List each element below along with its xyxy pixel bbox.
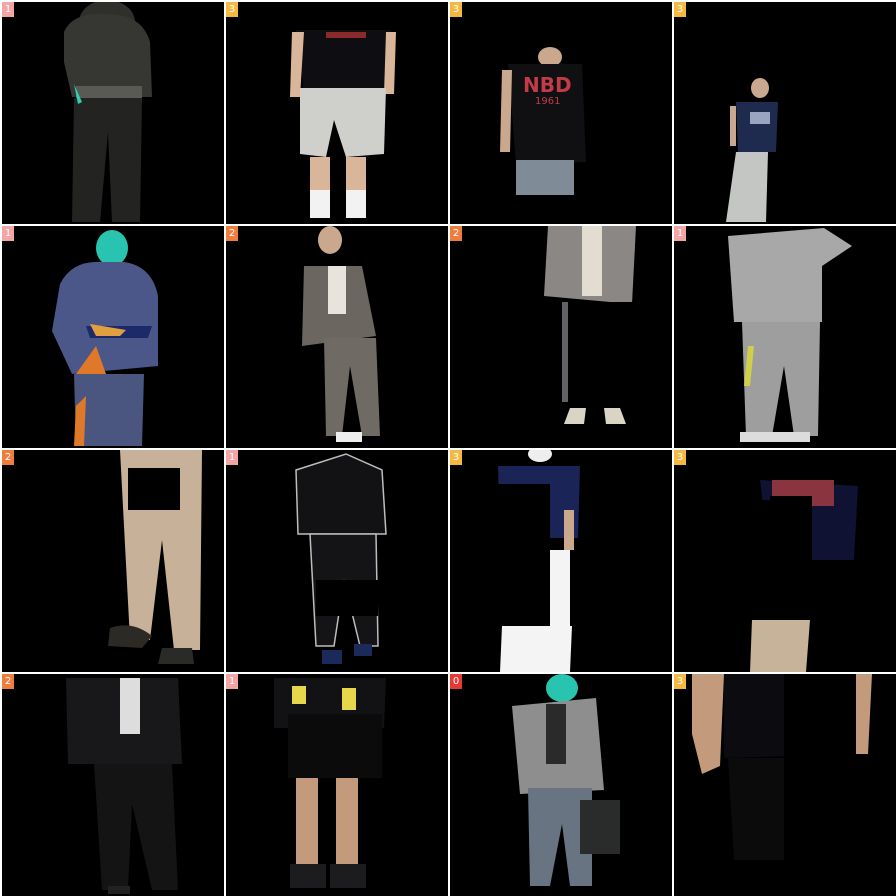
score-badge: 3 <box>450 450 462 465</box>
grid-tile-9[interactable]: 2 <box>2 450 224 672</box>
score-badge: 3 <box>674 2 686 17</box>
grid-tile-11[interactable]: 3 <box>450 450 672 672</box>
person-photo <box>512 674 620 886</box>
grid-tile-7[interactable]: 2 <box>450 226 672 448</box>
person-photo <box>52 230 158 446</box>
person-photo <box>64 2 152 222</box>
person-photo <box>108 450 202 664</box>
score-badge: 2 <box>226 226 238 241</box>
score-badge: 3 <box>674 450 686 465</box>
person-photo <box>750 480 858 672</box>
person-photo <box>290 30 396 218</box>
score-badge: 2 <box>2 674 14 689</box>
grid-tile-8[interactable]: 1 <box>674 226 896 448</box>
person-photo <box>498 450 580 672</box>
score-badge: 3 <box>450 2 462 17</box>
score-badge: 1 <box>2 2 14 17</box>
grid-tile-4[interactable]: 3 <box>674 2 896 224</box>
grid-tile-13[interactable]: 2 <box>2 674 224 896</box>
score-badge: 2 <box>2 450 14 465</box>
person-photo <box>544 226 670 424</box>
grid-tile-3[interactable]: 3 NBD 1961 <box>450 2 672 224</box>
grid-tile-1[interactable]: 1 <box>2 2 224 224</box>
score-badge: 2 <box>450 226 462 241</box>
person-photo <box>302 226 380 442</box>
person-photo <box>726 78 778 222</box>
score-badge: 1 <box>2 226 14 241</box>
score-badge: 1 <box>226 450 238 465</box>
score-badge: 3 <box>226 2 238 17</box>
score-badge: 0 <box>450 674 462 689</box>
person-photo <box>274 678 386 888</box>
grid-tile-12[interactable]: 3 <box>674 450 896 672</box>
svg-text:1961: 1961 <box>535 96 560 107</box>
svg-text:NBD: NBD <box>523 73 572 97</box>
score-badge: 3 <box>674 674 686 689</box>
person-photo: NBD 1961 <box>500 47 586 195</box>
grid-tile-15[interactable]: 0 <box>450 674 672 896</box>
person-photo <box>692 674 872 864</box>
score-badge: 1 <box>674 226 686 241</box>
score-badge: 1 <box>226 674 238 689</box>
person-photo <box>295 453 387 664</box>
grid-tile-10[interactable]: 1 <box>226 450 448 672</box>
person-photo <box>66 678 182 894</box>
grid-tile-5[interactable]: 1 <box>2 226 224 448</box>
grid-tile-2[interactable]: 3 <box>226 2 448 224</box>
grid-tile-6[interactable]: 2 <box>226 226 448 448</box>
grid-tile-16[interactable]: 3 <box>674 674 896 896</box>
grid-tile-14[interactable]: 1 <box>226 674 448 896</box>
person-photo <box>728 228 852 442</box>
